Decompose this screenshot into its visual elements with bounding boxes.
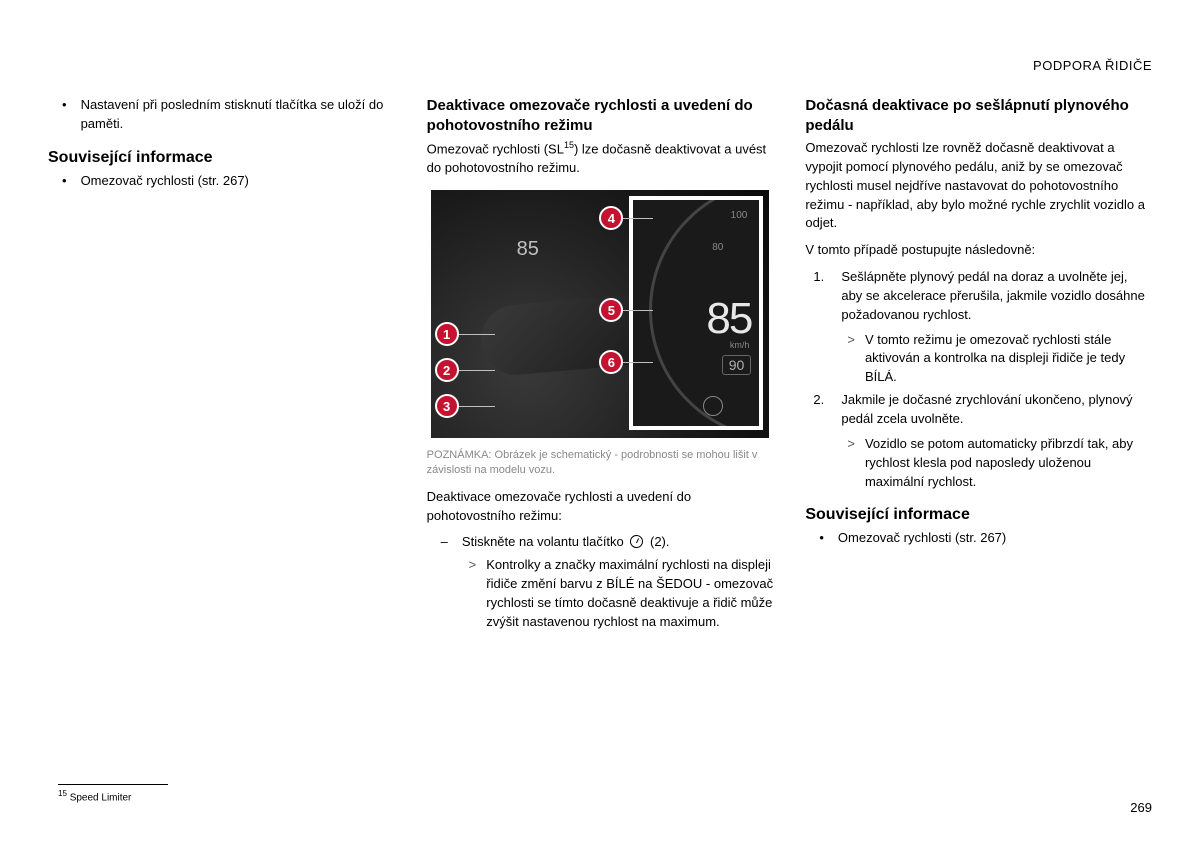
col3-p1: Omezovač rychlosti lze rovněž dočasně de… (805, 139, 1152, 233)
inset-unit: km/h (730, 340, 750, 350)
lead-line-6 (623, 362, 653, 363)
callout-badge-3: 3 (435, 394, 459, 418)
col2-intro-sup: 15 (564, 140, 574, 150)
col2-intro: Omezovač rychlosti (SL15) lze dočasně de… (427, 139, 774, 178)
col3-sub2-text: Vozidlo se potom automaticky přibrzdí ta… (865, 435, 1152, 492)
col1-bullet-text: Nastavení při posledním stisknutí tlačít… (81, 96, 395, 134)
col3-steps: Sešlápněte plynový pedál na doraz a uvol… (805, 268, 1152, 325)
lead-line-3 (459, 406, 495, 407)
col3-steps-cont: Jakmile je dočasné zrychlování ukončeno,… (805, 391, 1152, 429)
col3-title: Dočasná deaktivace po sešlápnutí plynové… (805, 96, 1152, 135)
steering-wheel-figure: 85 1 2 3 80 100 85 km/h 90 4 5 6 (427, 186, 774, 442)
col1-bullet: Nastavení při posledním stisknutí tlačít… (48, 96, 395, 134)
col1-list: Nastavení při posledním stisknutí tlačít… (48, 96, 395, 134)
speedo-inline-icon (630, 535, 643, 548)
col2-dash-text: Stiskněte na volantu tlačítko (2). (462, 533, 773, 552)
col2-sub-text: Kontrolky a značky maximální rychlosti n… (486, 556, 773, 631)
col3-related-heading: Související informace (805, 505, 1152, 525)
page-number: 269 (1130, 800, 1152, 815)
col3-related-item: Omezovač rychlosti (str. 267) (805, 529, 1152, 548)
dash-text-a: Stiskněte na volantu tlačítko (462, 534, 627, 549)
section-header: PODPORA ŘIDIČE (1033, 58, 1152, 73)
col2-after-fig: Deaktivace omezovače rychlosti a uvedení… (427, 488, 774, 526)
footnote-rule (58, 784, 168, 785)
col3-step2: Jakmile je dočasné zrychlování ukončeno,… (805, 391, 1152, 429)
col3-p2: V tomto případě postupujte následovně: (805, 241, 1152, 260)
footnote: 15 Speed Limiter (58, 789, 131, 803)
inset-big-speed: 85 (706, 294, 751, 344)
callout-badge-1: 1 (435, 322, 459, 346)
lead-line-4 (623, 218, 653, 219)
tick-80: 80 (712, 242, 723, 253)
col3-related-text: Omezovač rychlosti (str. 267) (838, 529, 1152, 548)
callout-badge-2: 2 (435, 358, 459, 382)
gauge-inset: 80 100 85 km/h 90 (629, 196, 763, 430)
col2-intro-a: Omezovač rychlosti (SL (427, 141, 564, 156)
col3-related-list: Omezovač rychlosti (str. 267) (805, 529, 1152, 548)
col1-related-item: Omezovač rychlosti (str. 267) (48, 172, 395, 191)
col3-step1: Sešlápněte plynový pedál na doraz a uvol… (805, 268, 1152, 325)
column-1: Nastavení při posledním stisknutí tlačít… (48, 96, 395, 636)
col2-title: Deaktivace omezovače rychlosti a uvedení… (427, 96, 774, 135)
dash-text-b: (2). (646, 534, 669, 549)
tick-100: 100 (731, 210, 748, 221)
lead-line-5 (623, 310, 653, 311)
column-2: Deaktivace omezovače rychlosti a uvedení… (427, 96, 774, 636)
col3-step2-text: Jakmile je dočasné zrychlování ukončeno,… (841, 391, 1152, 429)
col3-step1-text: Sešlápněte plynový pedál na doraz a uvol… (841, 268, 1152, 325)
footnote-num: 15 (58, 789, 67, 798)
col2-sub-arrow: Kontrolky a značky maximální rychlosti n… (469, 556, 774, 631)
col3-sub1: V tomto režimu je omezovač rychlosti stá… (847, 331, 1152, 388)
lead-line-2 (459, 370, 495, 371)
col3-sub2: Vozidlo se potom automaticky přibrzdí ta… (847, 435, 1152, 492)
col3-sub1-text: V tomto režimu je omezovač rychlosti stá… (865, 331, 1152, 388)
col2-dash-item: Stiskněte na volantu tlačítko (2). (427, 533, 774, 552)
content-columns: Nastavení při posledním stisknutí tlačít… (48, 96, 1152, 636)
figure-caption: POZNÁMKA: Obrázek je schematický - podro… (427, 448, 774, 478)
col1-related-heading: Související informace (48, 148, 395, 168)
col1-related-text: Omezovač rychlosti (str. 267) (81, 172, 395, 191)
lead-line-1 (459, 334, 495, 335)
inset-set-speed: 90 (722, 355, 752, 375)
footnote-text: Speed Limiter (70, 792, 132, 803)
dashboard-speed: 85 (517, 238, 539, 261)
col1-related-list: Omezovač rychlosti (str. 267) (48, 172, 395, 191)
column-3: Dočasná deaktivace po sešlápnutí plynové… (805, 96, 1152, 636)
